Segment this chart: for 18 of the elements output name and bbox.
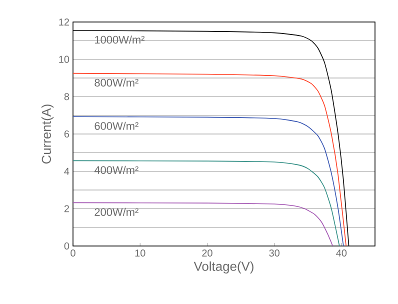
y-tick-label: 10 xyxy=(59,56,70,63)
y-axis-title: Current(A) xyxy=(41,104,54,164)
y-tick-label: 6 xyxy=(64,130,70,138)
y-tick-label: 12 xyxy=(59,18,69,26)
x-tick-label: 20 xyxy=(202,250,212,257)
line-series xyxy=(72,202,334,246)
y-tick-label: 0 xyxy=(64,242,70,250)
x-tick-label: 40 xyxy=(336,250,347,257)
y-tick-label: 8 xyxy=(64,93,70,100)
y-tick-label: 4 xyxy=(64,168,70,175)
x-tick-label: 30 xyxy=(269,250,280,257)
y-tick-label: 2 xyxy=(64,205,69,212)
x-tick-label: 10 xyxy=(135,250,146,257)
series-label: 600W/m² xyxy=(94,122,138,130)
series-label: 200W/m² xyxy=(94,208,138,216)
series-label: 800W/m² xyxy=(94,78,138,87)
x-axis-title: Voltage(V) xyxy=(194,261,254,274)
x-tick-label: 0 xyxy=(70,250,76,257)
